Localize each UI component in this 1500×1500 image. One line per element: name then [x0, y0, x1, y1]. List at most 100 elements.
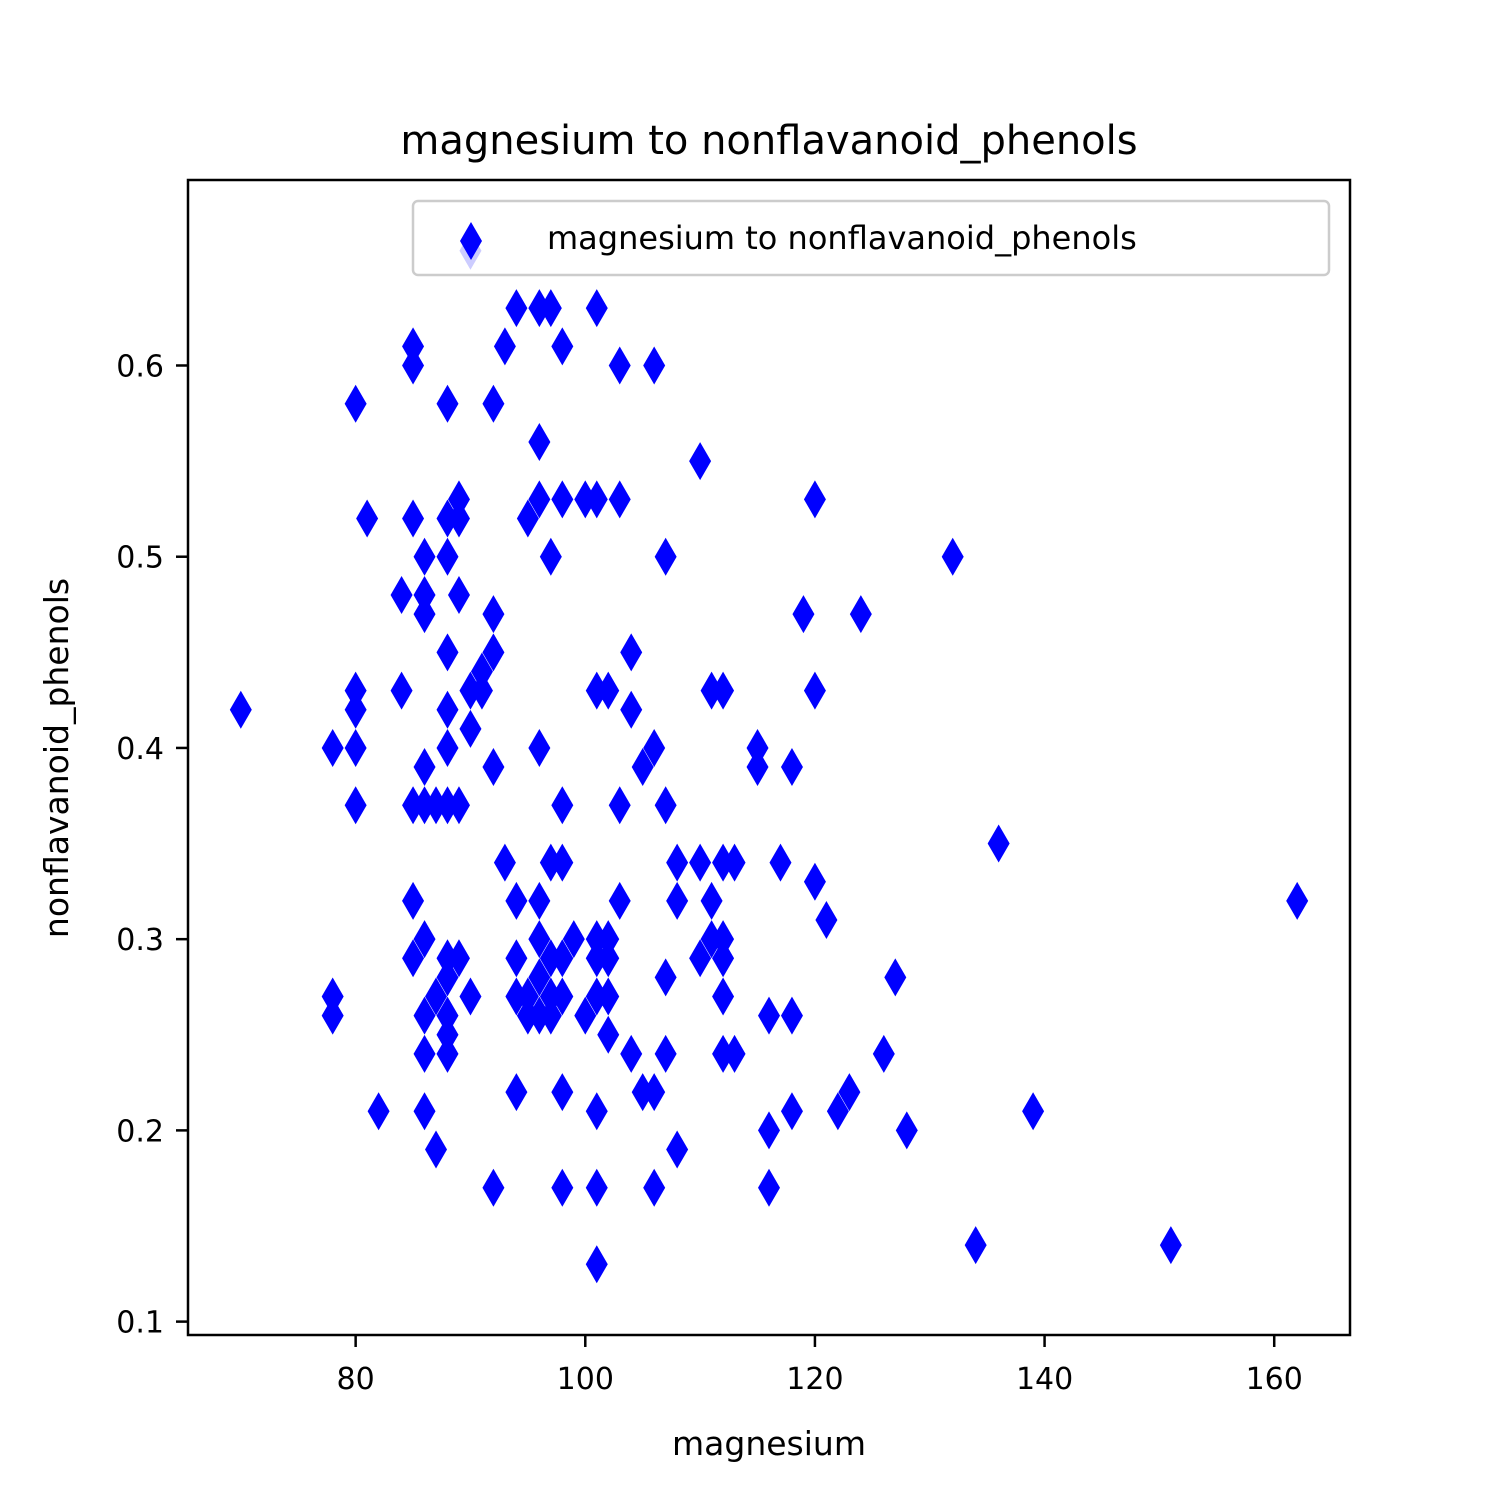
data-point: [792, 595, 815, 634]
data-point: [712, 977, 735, 1016]
data-point: [758, 1168, 780, 1207]
data-point: [872, 1034, 895, 1073]
data-point: [585, 1168, 608, 1207]
data-point: [849, 595, 872, 634]
data-point: [516, 499, 539, 538]
data-point: [574, 996, 597, 1035]
data-point: [482, 384, 505, 423]
data-point: [447, 575, 470, 614]
data-point: [367, 1092, 390, 1131]
data-point: [712, 939, 735, 978]
data-point: [321, 728, 344, 767]
data-point: [643, 728, 666, 767]
data-point: [344, 786, 367, 825]
data-point: [528, 996, 551, 1035]
data-point: [597, 671, 620, 710]
data-point: [344, 728, 367, 767]
legend-marker-icon: [460, 222, 482, 260]
data-point: [539, 977, 562, 1016]
data-point: [700, 671, 723, 710]
data-point: [459, 709, 482, 748]
data-point: [447, 480, 470, 519]
data-point: [654, 537, 677, 576]
legend-label: magnesium to nonflavanoid_phenols: [547, 219, 1137, 257]
plot-area: [188, 180, 1350, 1335]
data-point: [585, 939, 608, 978]
data-point: [585, 1092, 608, 1131]
data-point: [436, 1034, 459, 1073]
data-point: [505, 881, 528, 920]
legend-box: [411, 199, 1331, 277]
legend: magnesium to nonflavanoid_phenols: [411, 199, 1331, 277]
data-point: [528, 480, 551, 519]
data-point: [551, 977, 574, 1016]
data-point: [620, 633, 643, 672]
data-point: [528, 920, 551, 959]
data-point: [1286, 881, 1309, 920]
data-point: [528, 881, 551, 920]
data-point: [597, 939, 620, 978]
data-point: [643, 1073, 666, 1112]
data-point: [562, 920, 585, 959]
data-point: [597, 977, 620, 1016]
data-point: [597, 920, 620, 959]
data-point: [229, 690, 252, 729]
data-point: [758, 996, 780, 1035]
data-point: [551, 786, 574, 825]
data-point: [585, 671, 608, 710]
data-point: [356, 499, 379, 538]
data-point: [436, 728, 459, 767]
data-point: [505, 977, 528, 1016]
data-point: [758, 1111, 780, 1150]
y-tick-label: 0.4: [116, 732, 164, 767]
data-point: [413, 1092, 436, 1131]
x-tick-label: 160: [1246, 1362, 1303, 1397]
data-point: [528, 728, 551, 767]
data-point: [493, 327, 516, 366]
data-point: [551, 843, 574, 882]
x-tick-label: 80: [337, 1362, 375, 1397]
data-point: [826, 1092, 849, 1131]
data-point: [712, 1034, 735, 1073]
data-point: [539, 939, 562, 978]
data-point: [608, 346, 631, 385]
data-point: [712, 920, 735, 959]
data-point: [402, 499, 425, 538]
data-point: [700, 881, 723, 920]
x-axis-ticks: 80 100 120 140 160: [337, 1335, 1303, 1397]
data-point: [413, 575, 436, 614]
data-point: [654, 1034, 677, 1073]
data-point: [413, 920, 436, 959]
data-point: [447, 786, 470, 825]
data-point: [551, 327, 574, 366]
data-point: [585, 977, 608, 1016]
data-point: [390, 671, 413, 710]
data-point: [413, 996, 436, 1035]
data-point: [585, 920, 608, 959]
data-point: [528, 958, 551, 997]
data-point: [528, 422, 551, 461]
data-point: [482, 748, 505, 787]
x-tick-label: 100: [557, 1362, 614, 1397]
data-point: [608, 881, 631, 920]
data-point: [344, 690, 367, 729]
data-point: [470, 652, 493, 691]
data-point: [425, 977, 448, 1016]
data-point: [413, 748, 436, 787]
y-tick-label: 0.2: [116, 1114, 164, 1149]
data-point: [803, 862, 826, 901]
data-point: [436, 1015, 459, 1054]
data-point: [585, 1245, 608, 1284]
data-point: [803, 671, 826, 710]
data-point: [321, 977, 344, 1016]
data-point: [666, 881, 689, 920]
x-tick-label: 120: [786, 1362, 843, 1397]
y-axis-ticks: 0.1 0.2 0.3 0.4 0.5 0.6: [116, 349, 188, 1341]
data-point: [746, 728, 769, 767]
chart-title: magnesium to nonflavanoid_phenols: [400, 118, 1137, 164]
data-point: [1022, 1092, 1045, 1131]
data-point: [712, 843, 735, 882]
data-point: [436, 633, 459, 672]
x-axis-label: magnesium: [672, 1424, 866, 1463]
